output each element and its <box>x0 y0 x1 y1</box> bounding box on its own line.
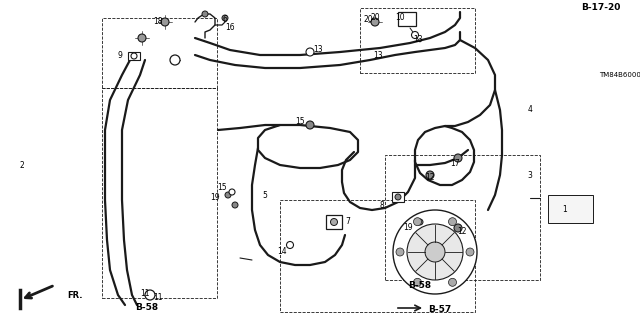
Text: 13: 13 <box>313 46 323 55</box>
Bar <box>280 200 475 312</box>
Bar <box>102 88 217 298</box>
Text: 20: 20 <box>370 13 380 23</box>
Bar <box>102 18 217 88</box>
Circle shape <box>145 290 155 300</box>
Text: TM84B6000: TM84B6000 <box>599 72 640 78</box>
Text: 11: 11 <box>153 293 163 302</box>
Bar <box>385 155 540 280</box>
Circle shape <box>330 219 337 226</box>
Text: FR.: FR. <box>67 292 83 300</box>
Text: B-57: B-57 <box>428 306 452 315</box>
Circle shape <box>202 11 208 17</box>
Circle shape <box>454 224 462 232</box>
Circle shape <box>413 278 422 286</box>
Circle shape <box>232 202 238 208</box>
Text: 9: 9 <box>118 50 122 60</box>
Text: 17: 17 <box>450 159 460 167</box>
Circle shape <box>287 241 294 249</box>
Circle shape <box>138 34 146 42</box>
Text: 11: 11 <box>140 288 150 298</box>
Circle shape <box>412 32 419 39</box>
Bar <box>128 52 140 60</box>
Circle shape <box>170 55 180 65</box>
Text: B-58: B-58 <box>136 303 159 313</box>
Text: 20: 20 <box>363 16 373 25</box>
Circle shape <box>395 194 401 200</box>
Circle shape <box>449 278 456 286</box>
Text: 3: 3 <box>527 170 532 180</box>
Circle shape <box>306 121 314 129</box>
Circle shape <box>161 18 169 26</box>
Text: 12: 12 <box>457 227 467 236</box>
Circle shape <box>417 219 423 225</box>
Text: 19: 19 <box>403 224 413 233</box>
Circle shape <box>306 48 314 56</box>
Text: 8: 8 <box>380 201 385 210</box>
Text: 19: 19 <box>210 194 220 203</box>
Circle shape <box>225 192 231 198</box>
Bar <box>398 12 416 26</box>
Text: 15: 15 <box>295 117 305 127</box>
Circle shape <box>425 242 445 262</box>
Circle shape <box>426 171 434 179</box>
Circle shape <box>413 218 422 226</box>
Text: 5: 5 <box>262 190 268 199</box>
Bar <box>360 8 475 73</box>
Text: 13: 13 <box>373 50 383 60</box>
Text: 15: 15 <box>217 183 227 192</box>
Bar <box>326 215 342 229</box>
Text: B-17-20: B-17-20 <box>580 4 620 12</box>
Text: 16: 16 <box>225 24 235 33</box>
Circle shape <box>131 53 137 59</box>
Bar <box>392 192 404 202</box>
Text: 2: 2 <box>20 160 24 169</box>
Circle shape <box>371 18 379 26</box>
Circle shape <box>407 224 463 280</box>
Text: 7: 7 <box>346 218 351 226</box>
Text: 14: 14 <box>277 248 287 256</box>
Text: 18: 18 <box>153 18 163 26</box>
Text: 4: 4 <box>527 106 532 115</box>
Text: 13: 13 <box>413 35 423 44</box>
Circle shape <box>393 210 477 294</box>
Circle shape <box>396 248 404 256</box>
Text: 12: 12 <box>425 174 435 182</box>
Circle shape <box>454 154 462 162</box>
Text: 6: 6 <box>223 16 227 25</box>
Circle shape <box>466 248 474 256</box>
Text: 1: 1 <box>563 205 568 214</box>
Circle shape <box>222 15 228 21</box>
Circle shape <box>229 189 235 195</box>
Bar <box>548 195 593 223</box>
Text: 10: 10 <box>395 13 405 23</box>
Circle shape <box>449 218 456 226</box>
Text: B-58: B-58 <box>408 280 431 290</box>
